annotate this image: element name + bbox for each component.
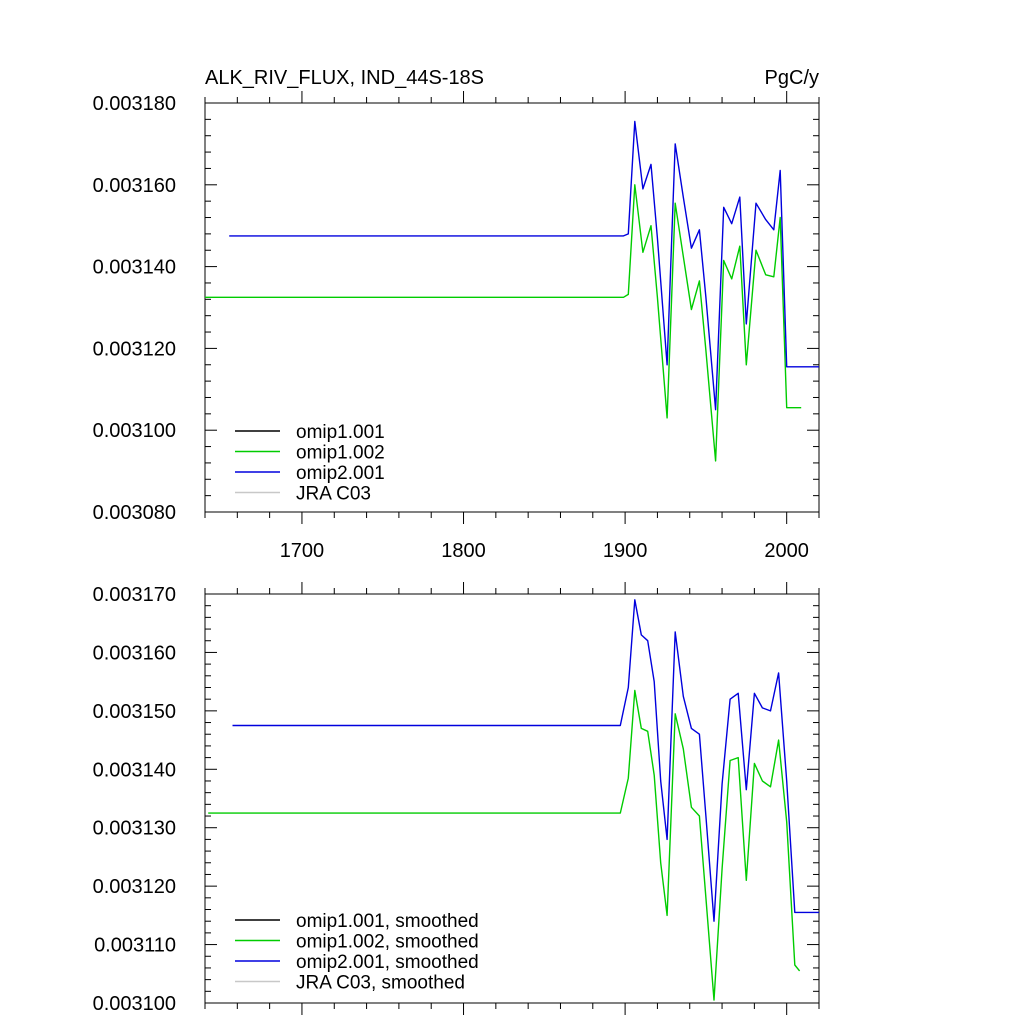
legend-label: omip1.002, smoothed (296, 932, 479, 953)
plot-frame (204, 102, 820, 513)
plot-frame (204, 593, 820, 1004)
y-tick-label: 0.003160 (93, 175, 176, 197)
x-tick-label: 2000 (764, 540, 809, 562)
y-tick-label: 0.003100 (93, 420, 176, 442)
series-line-3 (232, 599, 819, 922)
legend-label: omip2.001 (296, 463, 385, 484)
x-tick-label: 1800 (441, 540, 486, 562)
y-tick-label: 0.003110 (94, 935, 176, 957)
y-tick-label: 0.003120 (93, 876, 176, 898)
y-tick-label: 0.003140 (93, 257, 176, 279)
legend-label: omip1.001 (296, 422, 385, 443)
legend-label: omip1.001, smoothed (296, 911, 479, 932)
y-tick-label: 0.003080 (93, 502, 176, 524)
legend-label: JRA C03 (296, 484, 371, 505)
chart-units: PgC/y (765, 67, 819, 89)
legend-label: omip2.001, smoothed (296, 952, 479, 973)
x-tick-label: 1700 (280, 540, 325, 562)
y-tick-label: 0.003130 (93, 818, 176, 840)
y-tick-label: 0.003180 (93, 93, 176, 115)
y-tick-label: 0.003160 (93, 642, 176, 664)
series-line-3 (229, 120, 819, 411)
y-tick-label: 0.003100 (93, 993, 176, 1015)
y-tick-label: 0.003170 (93, 584, 176, 606)
y-tick-label: 0.003140 (93, 759, 176, 781)
panel-1: 0.003080 0.003100 0.003120 0.003140 0.003160… (93, 91, 820, 562)
legend-label: omip1.002 (296, 443, 385, 464)
y-tick-label: 0.003120 (93, 338, 176, 360)
panel-2: 0.003100 0.003110 0.003120 0.003130 0.003140… (93, 582, 820, 1015)
chart-title: ALK_RIV_FLUX, IND_44S-18S (205, 67, 484, 89)
y-tick-label: 0.003150 (93, 701, 176, 723)
legend-label: JRA C03, smoothed (296, 973, 465, 994)
series-line-2 (208, 689, 801, 1001)
x-tick-label: 1900 (603, 540, 648, 562)
series-line-2 (205, 184, 802, 462)
